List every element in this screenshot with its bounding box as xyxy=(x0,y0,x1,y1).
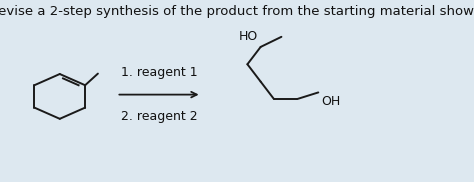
Text: 1. reagent 1: 1. reagent 1 xyxy=(121,66,197,79)
Text: OH: OH xyxy=(321,95,340,108)
Text: HO: HO xyxy=(238,30,258,43)
Text: Devise a 2-step synthesis of the product from the starting material shown.: Devise a 2-step synthesis of the product… xyxy=(0,5,474,18)
Text: 2. reagent 2: 2. reagent 2 xyxy=(121,110,197,123)
